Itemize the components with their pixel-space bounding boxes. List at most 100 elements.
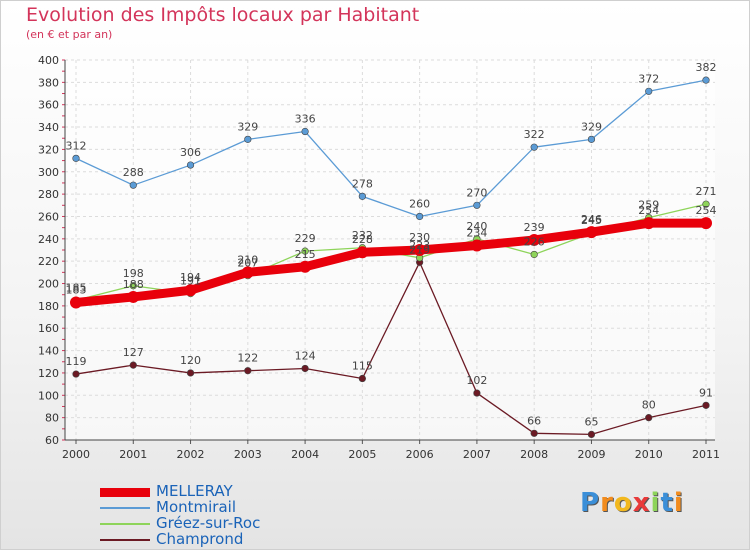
data-label: 312	[66, 139, 87, 152]
y-tick-label: 180	[38, 300, 59, 313]
x-tick-label: 2007	[463, 448, 491, 461]
legend-swatch	[100, 539, 150, 541]
data-label: 329	[237, 120, 258, 133]
data-point	[72, 370, 80, 378]
data-label: 230	[409, 231, 430, 244]
data-label: 115	[352, 360, 373, 373]
data-label: 278	[352, 177, 373, 190]
data-label: 65	[584, 415, 598, 428]
data-label: 194	[180, 271, 201, 284]
data-label: 270	[466, 186, 487, 199]
legend-label: Champrond	[156, 530, 244, 548]
data-label: 215	[295, 248, 316, 261]
data-point	[702, 76, 710, 84]
series-line-montmirail	[75, 79, 707, 218]
proxiti-logo: Proxiti	[580, 488, 684, 518]
data-label: 207	[237, 257, 258, 270]
legend-item: Gréez-sur-Roc	[100, 514, 360, 532]
data-label: 232	[352, 229, 373, 242]
series-line-champrond	[75, 261, 707, 436]
data-point	[129, 282, 137, 290]
data-label: 239	[524, 221, 545, 234]
data-point	[127, 290, 140, 303]
data-point	[186, 161, 195, 169]
y-tick-label: 80	[45, 412, 59, 425]
data-point	[413, 244, 426, 256]
data-point	[184, 284, 197, 297]
y-tick-label: 60	[45, 434, 59, 447]
data-label: 185	[66, 281, 87, 294]
data-point	[702, 200, 710, 208]
x-tick-label: 2005	[348, 448, 376, 461]
y-tick-label: 300	[38, 166, 59, 179]
data-label: 210	[237, 253, 258, 266]
data-label: 223	[409, 239, 430, 252]
data-point	[645, 414, 653, 422]
y-tick-label: 220	[38, 255, 59, 268]
y-tick-label: 120	[38, 367, 59, 380]
data-point	[645, 87, 653, 95]
data-point	[356, 246, 369, 259]
data-label: 329	[581, 120, 602, 133]
y-tick-label: 320	[38, 143, 59, 156]
data-point	[70, 296, 82, 309]
data-label: 228	[352, 233, 373, 246]
data-point	[358, 192, 366, 200]
data-label: 80	[642, 399, 656, 412]
data-label: 66	[527, 414, 541, 427]
data-point	[301, 127, 309, 136]
legend-label: MELLERAY	[156, 482, 233, 500]
data-point	[129, 361, 137, 369]
x-tick-label: 2009	[577, 448, 605, 461]
y-tick-label: 340	[38, 121, 59, 134]
x-tick-label: 2001	[119, 448, 147, 461]
data-point	[244, 367, 252, 375]
data-label: 120	[180, 354, 201, 367]
data-point	[700, 217, 712, 230]
legend-item: MELLERAY	[100, 482, 360, 500]
data-label: 259	[638, 199, 659, 212]
data-point	[642, 217, 655, 230]
x-tick-label: 2002	[177, 448, 205, 461]
data-point	[473, 201, 481, 209]
chart-legend: MELLERAY Montmirail Gréez-sur-Roc Champrond	[100, 482, 360, 548]
data-point	[470, 239, 483, 252]
logo-letter: i	[650, 488, 661, 518]
data-point	[244, 135, 252, 143]
data-label: 91	[699, 386, 713, 399]
x-tick-label: 2011	[692, 448, 720, 461]
x-tick-label: 2010	[635, 448, 663, 461]
data-label: 240	[466, 220, 487, 233]
data-point	[301, 364, 309, 373]
legend-label: Gréez-sur-Roc	[156, 514, 261, 532]
data-point	[72, 154, 80, 162]
data-point	[186, 369, 195, 377]
y-tick-label: 160	[38, 322, 59, 335]
data-label: 254	[696, 204, 717, 217]
y-tick-label: 200	[38, 278, 59, 291]
data-point	[129, 181, 137, 189]
data-label: 198	[123, 267, 144, 280]
y-tick-label: 400	[38, 54, 59, 67]
data-label: 245	[581, 214, 602, 227]
data-label: 191	[180, 275, 201, 288]
data-point	[530, 143, 538, 151]
legend-item: Champrond	[100, 530, 360, 548]
data-label: 188	[123, 278, 144, 291]
data-label: 288	[123, 166, 144, 179]
logo-letter: o	[613, 488, 633, 518]
x-tick-label: 2003	[234, 448, 262, 461]
y-tick-label: 360	[38, 99, 59, 112]
y-tick-label: 280	[38, 188, 59, 201]
y-tick-label: 100	[38, 389, 59, 402]
x-tick-label: 2004	[291, 448, 319, 461]
data-point	[358, 374, 366, 383]
data-point	[587, 135, 596, 143]
data-label: 254	[638, 204, 659, 217]
data-point	[530, 429, 538, 437]
legend-label: Montmirail	[156, 498, 236, 516]
data-point	[530, 250, 538, 259]
data-point	[416, 212, 424, 221]
legend-swatch	[100, 487, 150, 497]
y-tick-label: 240	[38, 233, 59, 246]
